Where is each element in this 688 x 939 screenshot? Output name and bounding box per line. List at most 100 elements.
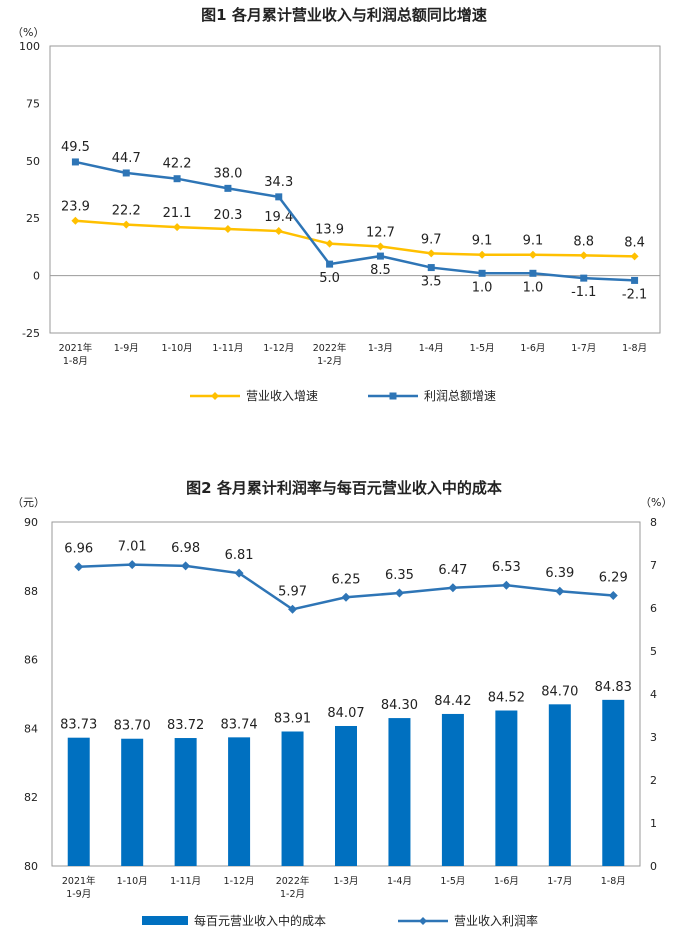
chart2-legend-margin: 营业收入利润率 bbox=[398, 913, 538, 928]
profit-label-7: 3.5 bbox=[421, 275, 442, 290]
profit-point-8 bbox=[478, 269, 486, 277]
revenue-label-10: 8.8 bbox=[573, 234, 594, 249]
chart2-right-tick-0: 8 bbox=[650, 516, 657, 529]
chart1: 图1 各月累计营业收入与利润总额同比增速 （%） 100 75 50 25 0 -25 2… bbox=[12, 6, 661, 403]
chart2-x-tick-7-0: 1-5月 bbox=[440, 876, 465, 887]
cost-label-3: 83.74 bbox=[220, 717, 257, 732]
cost-label-10: 84.83 bbox=[595, 680, 632, 695]
chart2-x-tick-1-0: 1-10月 bbox=[117, 876, 148, 887]
chart2-left-tick-0: 90 bbox=[24, 516, 38, 529]
chart1-series-profit: 49.5 44.7 42.2 38.0 34.3 5.0 8.5 3.5 1.0 1.0 -1.1 -… bbox=[61, 140, 647, 302]
revenue-point-9 bbox=[528, 250, 537, 259]
margin-label-0: 6.96 bbox=[64, 542, 93, 557]
chart2-right-tick-4: 4 bbox=[650, 688, 657, 701]
profit-label-4: 34.3 bbox=[264, 175, 293, 190]
revenue-point-3 bbox=[223, 224, 232, 233]
chart1-x-axis: 2021年 1-8月 1-9月 1-10月 1-11月 1-12月 2022年 1-2月 1-3… bbox=[59, 342, 648, 367]
cost-label-6: 84.30 bbox=[381, 698, 418, 713]
profit-label-6: 8.5 bbox=[370, 263, 391, 278]
revenue-point-5 bbox=[325, 239, 334, 248]
revenue-label-9: 9.1 bbox=[523, 234, 544, 249]
revenue-point-8 bbox=[478, 250, 487, 259]
cost-label-7: 84.42 bbox=[434, 694, 471, 709]
chart1-y-tick-5: -25 bbox=[22, 327, 40, 340]
revenue-point-4 bbox=[274, 227, 283, 236]
chart2-x-axis: 2021年 1-9月 1-10月 1-11月 1-12月 2022年 1-2月 1-3月 1-4… bbox=[62, 875, 626, 900]
margin-label-1: 7.01 bbox=[118, 540, 147, 555]
profit-line bbox=[75, 160, 635, 282]
profit-point-1 bbox=[122, 169, 130, 177]
chart2-line-series: 6.96 7.01 6.98 6.81 5.97 6.25 6.35 6.47 6.53 6.39… bbox=[64, 540, 628, 614]
chart1-x-tick-9-0: 1-6月 bbox=[520, 343, 545, 354]
margin-label-3: 6.81 bbox=[225, 548, 254, 563]
cost-label-0: 83.73 bbox=[60, 718, 97, 733]
legend-swatch-cost bbox=[142, 916, 188, 925]
margin-label-7: 6.47 bbox=[438, 563, 467, 578]
margin-point-2 bbox=[181, 561, 191, 571]
revenue-point-1 bbox=[122, 220, 131, 229]
chart2-title: 图2 各月累计利润率与每百元营业收入中的成本 bbox=[186, 479, 502, 497]
chart2-x-tick-4-0: 2022年 bbox=[276, 875, 310, 887]
chart2-x-tick-6-0: 1-4月 bbox=[387, 876, 412, 887]
chart1-x-tick-7-0: 1-4月 bbox=[419, 343, 444, 354]
chart1-x-tick-0-0: 2021年 bbox=[59, 342, 93, 354]
profit-label-9: 1.0 bbox=[523, 280, 544, 295]
legend-marker-margin bbox=[419, 917, 427, 925]
chart1-y-tick-3: 25 bbox=[26, 212, 40, 225]
chart2-legend-cost: 每百元营业收入中的成本 bbox=[142, 913, 326, 928]
chart1-y-tick-2: 50 bbox=[26, 155, 40, 168]
chart2-legend: 每百元营业收入中的成本 营业收入利润率 bbox=[142, 913, 538, 928]
cost-bar-8 bbox=[495, 710, 518, 866]
revenue-label-7: 9.7 bbox=[421, 232, 442, 247]
profit-label-2: 42.2 bbox=[163, 157, 192, 172]
cost-label-2: 83.72 bbox=[167, 718, 204, 733]
profit-point-0 bbox=[71, 158, 79, 166]
chart2-left-tick-5: 80 bbox=[24, 860, 38, 873]
chart2-right-tick-6: 2 bbox=[650, 774, 657, 787]
profit-label-5: 5.0 bbox=[319, 271, 340, 286]
cost-bar-6 bbox=[388, 718, 411, 866]
chart1-x-tick-0-1: 1-8月 bbox=[63, 356, 88, 367]
cost-label-5: 84.07 bbox=[327, 706, 364, 721]
chart2-left-y-axis: 90 88 86 84 82 80 bbox=[24, 516, 38, 873]
profit-point-2 bbox=[173, 175, 181, 183]
profit-point-5 bbox=[326, 260, 334, 268]
chart2-x-tick-2-0: 1-11月 bbox=[170, 876, 201, 887]
chart2-left-tick-3: 84 bbox=[24, 722, 38, 735]
margin-label-9: 6.39 bbox=[545, 566, 574, 581]
revenue-label-5: 13.9 bbox=[315, 223, 344, 238]
profit-point-9 bbox=[529, 269, 537, 277]
chart2-bar-series: 83.73 83.70 83.72 83.74 83.91 84.07 84.30 84.42… bbox=[60, 680, 632, 866]
cost-bar-1 bbox=[121, 738, 144, 866]
cost-bar-5 bbox=[335, 725, 357, 866]
chart1-x-tick-4-0: 1-12月 bbox=[263, 343, 294, 354]
chart1-y-axis: 100 75 50 25 0 -25 bbox=[19, 40, 40, 340]
cost-label-9: 84.70 bbox=[541, 684, 578, 699]
chart2-right-tick-7: 1 bbox=[650, 817, 657, 830]
chart2-right-y-axis: 8 7 6 5 4 3 2 1 0 bbox=[650, 516, 657, 873]
chart2-right-unit-label: （%） bbox=[640, 496, 672, 509]
margin-point-8 bbox=[501, 580, 511, 590]
chart1-x-tick-1-0: 1-9月 bbox=[114, 343, 139, 354]
revenue-point-2 bbox=[173, 223, 182, 232]
chart1-legend-revenue-label: 营业收入增速 bbox=[246, 389, 318, 403]
profit-label-10: -1.1 bbox=[571, 285, 596, 300]
margin-label-8: 6.53 bbox=[492, 560, 521, 575]
chart2-legend-margin-label: 营业收入利润率 bbox=[454, 913, 538, 928]
chart1-legend-revenue: 营业收入增速 bbox=[190, 389, 318, 403]
chart2-right-tick-1: 7 bbox=[650, 559, 657, 572]
cost-bar-3 bbox=[228, 737, 251, 866]
chart1-plot-frame bbox=[49, 45, 661, 334]
chart2-x-tick-9-0: 1-7月 bbox=[547, 876, 572, 887]
profit-label-11: -2.1 bbox=[622, 287, 647, 302]
chart2-x-tick-5-0: 1-3月 bbox=[333, 876, 358, 887]
margin-point-10 bbox=[608, 591, 618, 601]
chart1-x-tick-3-0: 1-11月 bbox=[212, 343, 243, 354]
margin-point-5 bbox=[341, 592, 351, 602]
chart2-x-tick-8-0: 1-6月 bbox=[494, 876, 519, 887]
chart1-unit-label: （%） bbox=[12, 26, 44, 39]
cost-label-1: 83.70 bbox=[114, 719, 151, 734]
margin-label-6: 6.35 bbox=[385, 568, 414, 583]
chart1-x-tick-11-0: 1-8月 bbox=[622, 343, 647, 354]
